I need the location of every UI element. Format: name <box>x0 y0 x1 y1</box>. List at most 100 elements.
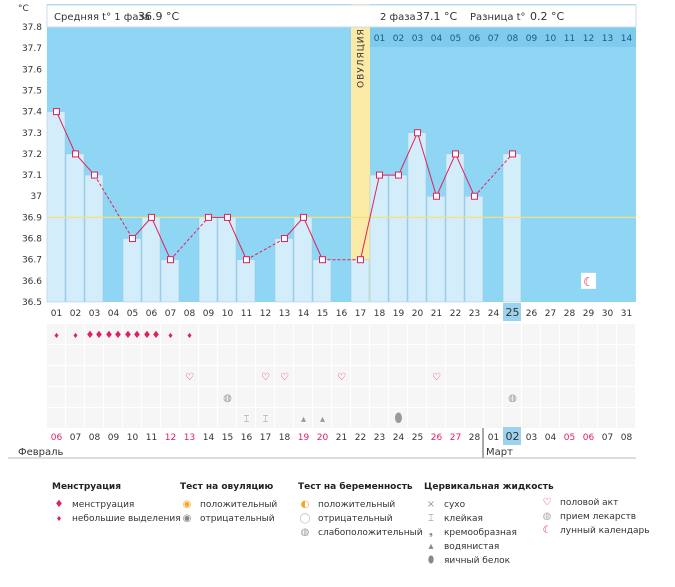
grid-cell <box>465 345 483 365</box>
cycle-day-label: 21 <box>431 309 442 319</box>
watery-icon: ▴ <box>301 414 306 425</box>
temp-bar <box>445 153 465 303</box>
phase2-label: 2 фаза <box>380 12 416 23</box>
drop-icon: ♦ <box>167 332 173 340</box>
pill-icon: ◍ <box>508 393 517 404</box>
grid-cell <box>294 387 312 407</box>
legend-item: × сухо <box>424 498 554 512</box>
grid-cell <box>522 324 540 344</box>
symptom-grid: ♦ ♦ ♦♦ ♦♦ ♦♦ ♦♦ ♦ ♦♡ ♡ ♡ ♡ ♡◍ ◍⌶ ⌶ ▴ ▴ ⬮ <box>47 324 635 428</box>
phase2-day-label: 10 <box>545 34 557 44</box>
cycle-day-label: 14 <box>298 309 310 319</box>
grid-cell <box>237 366 255 386</box>
highlighted-day-box <box>503 303 521 321</box>
month-label: Март <box>486 447 513 458</box>
ovulation-label: ОВУЛЯЦИЯ <box>357 28 367 88</box>
chart-header: Средняя t° 1 фаза 36.9 °C 2 фаза 37.1 °C… <box>46 4 637 28</box>
legend-item: ◯ отрицательный <box>299 513 393 524</box>
grid-cell <box>313 366 331 386</box>
legend-item: ⬮ яичный белок <box>424 554 554 568</box>
calendar-date-label: 08 <box>89 433 101 443</box>
cycle-day-label: 26 <box>526 309 538 319</box>
sticky-icon: ⌶ <box>428 513 434 524</box>
temp-line-segment <box>436 153 456 197</box>
y-tick-label: 36.7 <box>22 256 42 266</box>
grid-cell <box>427 387 445 407</box>
calendar-dates: 06 07 08 09 10 11 12 13 14 15 16 17 18 19 20 21 22 23 24 25… <box>8 427 636 459</box>
cycle-day-label: 05 <box>127 309 138 319</box>
grid-cell <box>408 324 426 344</box>
temp-line-segment <box>303 217 323 260</box>
grid-cell <box>180 324 198 344</box>
phase2-day-label: 05 <box>450 34 461 44</box>
grid-cell <box>180 345 198 365</box>
grid-cell <box>332 345 350 365</box>
drop-icon: ♦♦ <box>143 330 161 341</box>
phase2-day-label: 08 <box>507 34 519 44</box>
temp-bar <box>84 174 104 303</box>
legend-item: ◍ прием лекарств <box>540 510 650 524</box>
grid-cell <box>617 324 635 344</box>
temp-bar <box>236 259 256 303</box>
cycle-day-label: 04 <box>108 309 120 319</box>
grid-cell <box>541 408 559 428</box>
temp-bar <box>274 238 294 303</box>
legend-item: ♦ небольшие выделения <box>52 512 181 526</box>
cycle-day-label: 29 <box>583 309 595 319</box>
temp-point <box>433 192 440 200</box>
grid-cell <box>579 366 597 386</box>
temp-point <box>281 235 288 243</box>
phase2-day-label: 01 <box>374 34 385 44</box>
drop-icon: ♦♦ <box>86 330 104 341</box>
y-tick-label: 37.6 <box>22 65 42 75</box>
y-axis: 37.8 37.7 37.6 37.5 37.4 37.3 37.2 37.1 37 36.9 36… <box>22 23 42 308</box>
grid-cell <box>180 366 198 386</box>
temp-point <box>414 129 421 137</box>
grid-cell <box>313 387 331 407</box>
grid-cell <box>47 366 65 386</box>
legend: Менструация ♦ менструация ♦ небольшие выде… <box>0 470 675 587</box>
phase1-value: 36.9 °C <box>138 10 179 23</box>
temp-point <box>509 150 516 158</box>
highlighted-date-box <box>503 427 521 445</box>
grid-cell <box>104 345 122 365</box>
calendar-date-label: 20 <box>317 433 329 443</box>
temp-point <box>205 213 212 221</box>
cycle-day-label: 24 <box>488 309 500 319</box>
phase2-day-label: 11 <box>564 34 575 44</box>
grid-cell <box>161 387 179 407</box>
grid-cell <box>389 387 407 407</box>
temp-bar <box>198 217 218 303</box>
sticky-icon: ⌶ <box>244 414 250 425</box>
phase2-day-label: 09 <box>526 34 538 44</box>
grid-cell <box>313 408 331 428</box>
temp-point <box>91 171 98 179</box>
dry-icon: × <box>426 499 436 510</box>
grid-cell <box>370 387 388 407</box>
phase2-day-label: 07 <box>488 34 499 44</box>
grid-cell <box>617 366 635 386</box>
grid-cell <box>446 324 464 344</box>
drop-icon: ♦ <box>53 332 59 340</box>
temp-point <box>129 235 136 243</box>
grid-cell <box>408 387 426 407</box>
temp-line-segment <box>56 111 76 155</box>
grid-cell <box>446 345 464 365</box>
heart-icon: ♡ <box>542 497 552 508</box>
cycle-day-label: 07 <box>165 309 176 319</box>
cycle-day-label: 30 <box>602 309 614 319</box>
grid-cell <box>256 387 274 407</box>
grid-cell <box>66 345 84 365</box>
cycle-day-label: 20 <box>412 309 424 319</box>
grid-cell <box>389 408 407 428</box>
cycle-day-label: 11 <box>241 309 252 319</box>
grid-cell <box>465 366 483 386</box>
y-tick-label: 37.2 <box>22 150 42 160</box>
grid-cell <box>465 387 483 407</box>
grid-cell <box>465 408 483 428</box>
phase2-day-label: 14 <box>621 34 633 44</box>
grid-cell <box>294 345 312 365</box>
cycle-day-label: 31 <box>621 309 632 319</box>
grid-cell <box>85 387 103 407</box>
grid-cell <box>560 366 578 386</box>
